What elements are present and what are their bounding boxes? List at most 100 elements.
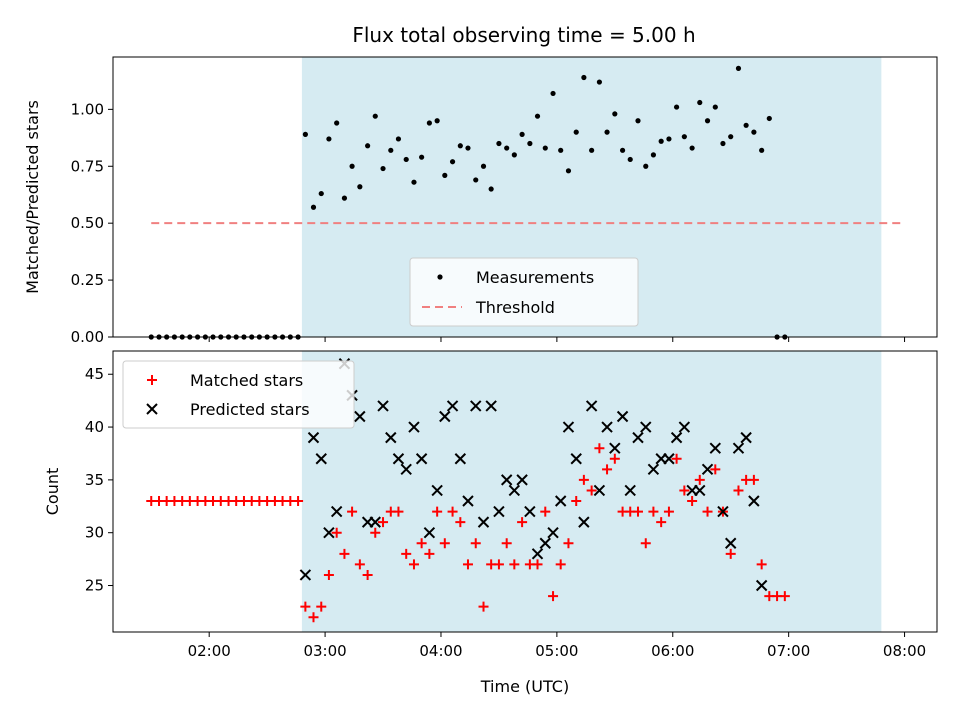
predicted-star-point xyxy=(400,463,412,476)
ratio-y-axis: 0.00 0.25 0.50 0.75 1.00 xyxy=(71,100,113,346)
measurement-point xyxy=(380,165,386,172)
measurement-point xyxy=(712,104,718,110)
measurement-point xyxy=(681,134,687,140)
predicted-star-point xyxy=(307,431,320,444)
matched-star-point xyxy=(347,506,358,517)
measurement-point xyxy=(403,156,409,163)
measurement-point xyxy=(434,118,440,124)
measurement-point xyxy=(341,195,348,201)
matched-star-point xyxy=(416,538,427,549)
predicted-star-point xyxy=(531,548,544,560)
measurement-point xyxy=(334,120,340,126)
measurement-point xyxy=(728,134,734,140)
predicted-star-point xyxy=(539,537,551,549)
predicted-star-point xyxy=(547,526,559,539)
matched-star-point xyxy=(300,601,311,612)
predicted-star-point xyxy=(369,516,381,528)
matched-star-point xyxy=(756,559,767,570)
predicted-star-point xyxy=(601,421,613,433)
predicted-star-point xyxy=(323,526,335,539)
predicted-star-point xyxy=(408,421,420,433)
predicted-star-point xyxy=(694,484,706,497)
measurement-point xyxy=(673,104,680,110)
measurement-point xyxy=(542,145,548,151)
predicted-star-point xyxy=(732,442,745,454)
matched-star-point xyxy=(532,559,543,570)
predicted-star-point xyxy=(477,516,490,528)
predicted-star-point xyxy=(640,421,652,433)
measurement-point xyxy=(511,152,517,158)
predicted-star-point xyxy=(500,474,513,486)
predicted-star-point xyxy=(748,495,760,507)
predicted-star-point xyxy=(354,410,366,423)
ratio-y-tick-label: 1.00 xyxy=(71,100,104,118)
predicted-star-point xyxy=(392,453,405,465)
x-tick-label: 05:00 xyxy=(535,642,578,660)
x-tick-label: 08:00 xyxy=(883,642,926,660)
predicted-star-point xyxy=(701,463,714,476)
measurement-point xyxy=(457,143,463,149)
predicted-star-point xyxy=(385,431,397,444)
predicted-star-point xyxy=(570,453,582,465)
matched-star-point xyxy=(702,506,713,517)
measurement-point xyxy=(411,179,417,185)
predicted-star-point xyxy=(330,505,343,518)
counts-panel: 25 30 35 40 45 02:00 03:00 04:00 05:00 06:00 07:0… xyxy=(43,350,938,696)
matched-star-point xyxy=(725,548,736,559)
predicted-star-point xyxy=(678,421,691,433)
predicted-star-point xyxy=(578,516,590,528)
matched-star-point xyxy=(602,464,613,475)
predicted-star-point xyxy=(439,410,451,423)
measurement-point xyxy=(666,136,672,142)
matched-star-point xyxy=(748,474,759,485)
matched-star-point xyxy=(408,559,419,570)
measurement-point xyxy=(488,186,494,192)
ratio-y-tick-label: 0.75 xyxy=(71,157,104,175)
measurement-point xyxy=(365,143,371,149)
matched-star-point xyxy=(517,517,528,528)
predicted-star-point xyxy=(554,495,567,507)
measurement-point xyxy=(635,118,641,124)
measurement-point xyxy=(650,152,657,158)
matched-star-point xyxy=(571,496,582,507)
x-tick-label: 02:00 xyxy=(188,642,231,660)
matched-star-point xyxy=(578,474,589,485)
measurement-point xyxy=(442,172,448,178)
predicted-star-point xyxy=(299,569,312,581)
matched-star-point xyxy=(687,496,698,507)
measurement-point xyxy=(388,147,394,153)
predicted-star-point xyxy=(709,442,722,454)
legend-measurements-marker xyxy=(437,274,443,280)
counts-legend: Matched stars Predicted stars xyxy=(122,360,355,429)
predicted-star-point xyxy=(632,431,644,444)
measurement-point xyxy=(504,145,510,151)
matched-star-point xyxy=(555,559,566,570)
ratio-panel: 0.00 0.25 0.50 0.75 1.00 Matched/Predicted s… xyxy=(23,56,938,346)
predicted-star-point xyxy=(470,400,482,412)
predicted-star-point xyxy=(446,400,459,412)
matched-star-point xyxy=(586,485,597,496)
predicted-star-point xyxy=(508,484,521,497)
predicted-star-point xyxy=(524,505,536,518)
measurement-point xyxy=(372,113,378,119)
predicted-star-point xyxy=(717,505,729,518)
matched-star-point xyxy=(563,538,574,549)
predicted-star-point xyxy=(725,537,737,549)
measurement-point xyxy=(357,184,363,190)
measurement-point xyxy=(449,159,456,165)
measurement-point xyxy=(565,168,572,174)
matched-star-point xyxy=(663,506,674,517)
predicted-star-point xyxy=(740,431,752,444)
measurement-point xyxy=(349,163,355,169)
predicted-star-point xyxy=(415,453,428,465)
ratio-y-tick-label: 0.25 xyxy=(71,271,104,289)
matched-star-point xyxy=(378,517,389,528)
matched-star-point xyxy=(316,601,327,612)
measurement-point xyxy=(720,140,726,147)
legend-predicted-marker xyxy=(146,403,158,415)
measurement-point xyxy=(496,140,502,147)
measurement-point xyxy=(658,138,664,144)
predicted-star-point xyxy=(377,400,389,412)
matched-star-point xyxy=(470,538,481,549)
